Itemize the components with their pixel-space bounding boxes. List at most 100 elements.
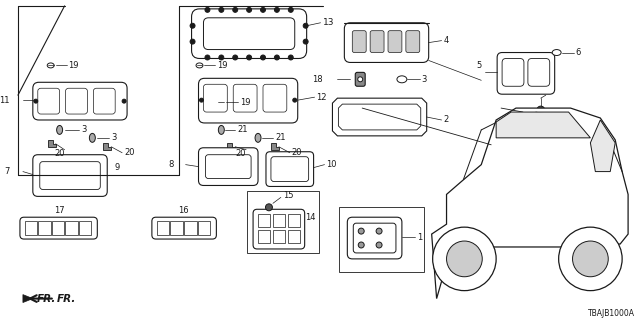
FancyBboxPatch shape — [205, 155, 251, 179]
Text: 2: 2 — [444, 116, 449, 124]
Circle shape — [260, 55, 266, 60]
Circle shape — [233, 7, 237, 12]
Circle shape — [219, 55, 224, 60]
Polygon shape — [103, 143, 111, 150]
Bar — [273, 230, 285, 243]
Text: FR.: FR. — [36, 293, 56, 304]
Circle shape — [233, 55, 237, 60]
Circle shape — [266, 204, 273, 211]
FancyBboxPatch shape — [521, 110, 566, 125]
Ellipse shape — [47, 63, 54, 68]
Circle shape — [288, 55, 293, 60]
Circle shape — [205, 7, 210, 12]
Text: 7: 7 — [4, 167, 10, 176]
Bar — [339, 207, 424, 272]
Circle shape — [122, 99, 126, 103]
Bar — [170, 221, 183, 235]
Polygon shape — [590, 120, 615, 172]
FancyBboxPatch shape — [38, 88, 60, 114]
Ellipse shape — [56, 125, 63, 134]
Text: 8: 8 — [168, 160, 173, 169]
Text: FR.: FR. — [56, 293, 76, 304]
FancyBboxPatch shape — [502, 59, 524, 86]
Text: 18: 18 — [312, 75, 323, 84]
Text: 13: 13 — [323, 18, 334, 27]
Text: 5: 5 — [476, 61, 481, 70]
Circle shape — [358, 228, 364, 234]
Bar — [288, 214, 300, 227]
Circle shape — [537, 106, 545, 114]
Circle shape — [376, 242, 382, 248]
Polygon shape — [332, 98, 427, 136]
Bar — [157, 221, 170, 235]
FancyBboxPatch shape — [152, 217, 216, 239]
FancyBboxPatch shape — [191, 9, 307, 59]
Circle shape — [288, 7, 293, 12]
Text: 19: 19 — [218, 61, 228, 70]
Bar — [52, 221, 65, 235]
FancyBboxPatch shape — [233, 84, 257, 112]
Bar — [79, 221, 92, 235]
Polygon shape — [271, 143, 279, 150]
Circle shape — [190, 23, 195, 28]
Circle shape — [573, 241, 608, 277]
FancyBboxPatch shape — [266, 152, 314, 187]
FancyBboxPatch shape — [406, 31, 420, 52]
Circle shape — [376, 228, 382, 234]
Text: 19: 19 — [240, 98, 251, 107]
Circle shape — [190, 39, 195, 44]
Bar — [258, 214, 270, 227]
FancyBboxPatch shape — [388, 31, 402, 52]
Text: 15: 15 — [283, 191, 293, 200]
Bar — [38, 221, 51, 235]
FancyBboxPatch shape — [198, 148, 258, 186]
FancyBboxPatch shape — [40, 162, 100, 189]
Ellipse shape — [218, 100, 225, 105]
Text: TBAJB1000A: TBAJB1000A — [588, 309, 635, 318]
Circle shape — [303, 39, 308, 44]
FancyBboxPatch shape — [348, 217, 402, 259]
Circle shape — [219, 7, 224, 12]
Text: 16: 16 — [179, 206, 189, 215]
Circle shape — [246, 55, 252, 60]
Bar — [258, 230, 270, 243]
Circle shape — [246, 7, 252, 12]
FancyBboxPatch shape — [344, 23, 429, 62]
Text: 20: 20 — [292, 148, 302, 157]
Circle shape — [433, 227, 496, 291]
FancyBboxPatch shape — [352, 31, 366, 52]
Ellipse shape — [552, 50, 561, 55]
Bar — [273, 214, 285, 227]
Text: 20: 20 — [54, 149, 65, 158]
Circle shape — [200, 98, 204, 102]
Circle shape — [34, 99, 38, 103]
FancyBboxPatch shape — [20, 217, 97, 239]
Bar — [184, 221, 196, 235]
Ellipse shape — [196, 63, 203, 68]
FancyBboxPatch shape — [33, 82, 127, 120]
Text: 3: 3 — [81, 125, 87, 134]
Text: 10: 10 — [326, 160, 337, 169]
Text: 4: 4 — [444, 36, 449, 45]
Text: 3: 3 — [422, 75, 427, 84]
Circle shape — [275, 55, 280, 60]
Circle shape — [303, 23, 308, 28]
FancyBboxPatch shape — [204, 18, 295, 50]
Ellipse shape — [397, 76, 407, 83]
Bar — [65, 221, 78, 235]
Circle shape — [205, 55, 210, 60]
FancyBboxPatch shape — [370, 31, 384, 52]
Text: 1: 1 — [417, 233, 422, 242]
Circle shape — [358, 242, 364, 248]
Text: 3: 3 — [111, 133, 116, 142]
Text: 21: 21 — [237, 125, 248, 134]
Circle shape — [358, 77, 363, 82]
Text: 19: 19 — [68, 61, 79, 70]
Circle shape — [260, 7, 266, 12]
Text: 12: 12 — [317, 93, 327, 102]
Bar — [25, 221, 37, 235]
Circle shape — [292, 98, 297, 102]
FancyBboxPatch shape — [33, 155, 108, 196]
Ellipse shape — [90, 133, 95, 142]
Polygon shape — [48, 140, 56, 147]
